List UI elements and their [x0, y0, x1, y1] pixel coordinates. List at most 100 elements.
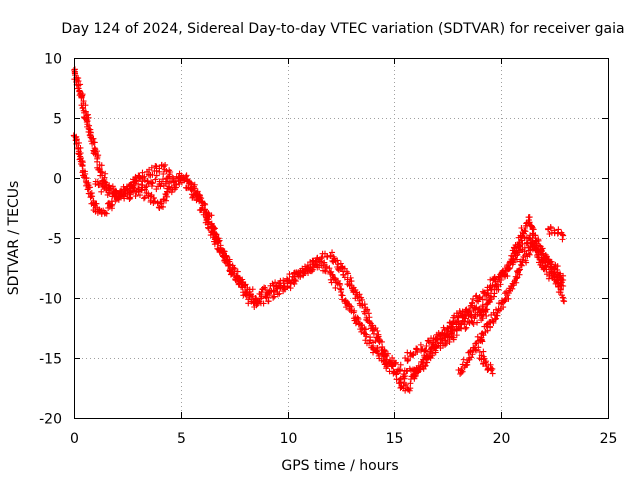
x-tick-label: 20: [493, 431, 511, 447]
sample-point: [253, 302, 260, 309]
data-point: [489, 370, 496, 377]
sample-point: [463, 324, 470, 331]
sample-point: [126, 189, 133, 196]
sample-point: [91, 139, 98, 146]
sample-point: [79, 91, 86, 98]
sample-point: [474, 333, 481, 340]
sample-point: [472, 346, 479, 353]
sample-point: [374, 327, 381, 334]
sample-point: [365, 310, 372, 317]
sample-point: [473, 304, 480, 311]
sample-point: [313, 261, 320, 268]
data-point: [434, 337, 441, 343]
sample-point: [543, 253, 550, 260]
sample-point: [94, 155, 101, 162]
sample-point: [420, 356, 427, 363]
sample-point: [163, 193, 170, 200]
sample-point: [347, 274, 354, 281]
sample-point: [545, 275, 552, 282]
sample-point: [402, 381, 409, 388]
sample-point: [459, 368, 466, 375]
sample-point: [98, 162, 105, 169]
data-point: [156, 165, 163, 172]
sample-point: [281, 283, 288, 290]
data-point: [167, 169, 174, 175]
sample-point: [505, 295, 512, 302]
data-point: [455, 367, 462, 373]
sample-point: [231, 265, 238, 272]
sample-point: [443, 340, 450, 347]
sample-point: [484, 306, 491, 313]
sample-point: [287, 285, 294, 292]
sample-point: [290, 270, 297, 277]
sample-point: [405, 386, 412, 393]
sample-point: [489, 317, 496, 324]
sample-point: [332, 284, 339, 291]
sample-point: [130, 179, 137, 186]
sample-point: [554, 266, 561, 273]
sample-point: [422, 347, 429, 354]
sample-point: [149, 171, 156, 178]
sample-point: [497, 281, 504, 288]
y-tick-label: -20: [39, 412, 62, 428]
sample-point: [354, 314, 361, 321]
sample-point: [457, 310, 464, 317]
sample-point: [89, 193, 96, 200]
sample-point: [392, 360, 399, 367]
sample-point: [159, 203, 166, 210]
sample-point: [108, 202, 115, 209]
sample-point: [173, 181, 180, 188]
sample-point: [515, 267, 522, 274]
sample-point: [234, 275, 241, 282]
sample-point: [364, 306, 371, 313]
sample-point: [359, 296, 366, 303]
sample-point: [479, 315, 486, 322]
chart-title: Day 124 of 2024, Sidereal Day-to-day VTE…: [61, 21, 624, 37]
sample-point: [461, 318, 468, 325]
sample-point: [356, 297, 363, 304]
sample-point: [109, 201, 116, 208]
sample-point: [145, 190, 152, 197]
sample-point: [211, 224, 218, 231]
data-point: [231, 271, 238, 277]
sample-point: [526, 251, 533, 258]
sample-point: [542, 251, 549, 258]
sample-point: [121, 193, 128, 200]
sample-point: [149, 180, 156, 187]
sample-point: [234, 268, 241, 275]
sample-point: [362, 326, 369, 333]
sample-point: [141, 186, 148, 193]
sample-point: [526, 219, 533, 226]
sample-point: [404, 349, 411, 356]
sample-point: [539, 245, 546, 252]
data-point: [263, 295, 270, 301]
sample-point: [428, 352, 435, 359]
sample-point: [475, 298, 482, 305]
sample-point: [249, 286, 256, 293]
sample-point: [211, 225, 218, 232]
sample-point: [446, 338, 453, 345]
sample-point: [138, 178, 145, 185]
sample-point: [139, 169, 146, 176]
sample-point: [428, 345, 435, 352]
sample-point: [470, 307, 477, 314]
sample-point: [403, 368, 410, 375]
sample-point: [176, 170, 183, 177]
sample-point: [450, 334, 457, 341]
series-track-f: [476, 348, 496, 377]
sample-point: [483, 321, 490, 328]
data-point: [397, 379, 404, 385]
sample-point: [318, 255, 325, 262]
sample-point: [103, 210, 110, 217]
series-track-e: [455, 239, 567, 377]
sample-point: [259, 285, 266, 292]
sample-point: [284, 284, 291, 291]
series-track-g: [545, 223, 567, 243]
sample-point: [476, 294, 483, 301]
x-axis-label: GPS time / hours: [281, 458, 398, 474]
sample-point: [77, 81, 84, 88]
sample-point: [462, 325, 469, 332]
sample-point: [94, 178, 101, 185]
sample-point: [366, 337, 373, 344]
